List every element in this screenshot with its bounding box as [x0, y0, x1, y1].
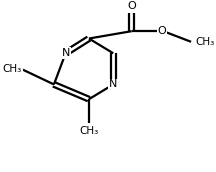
- Text: N: N: [109, 79, 118, 89]
- Text: O: O: [157, 26, 166, 36]
- Text: CH₃: CH₃: [79, 126, 98, 136]
- Text: CH₃: CH₃: [195, 37, 214, 47]
- Text: O: O: [127, 2, 136, 12]
- Text: CH₃: CH₃: [3, 64, 22, 74]
- Text: N: N: [61, 48, 70, 58]
